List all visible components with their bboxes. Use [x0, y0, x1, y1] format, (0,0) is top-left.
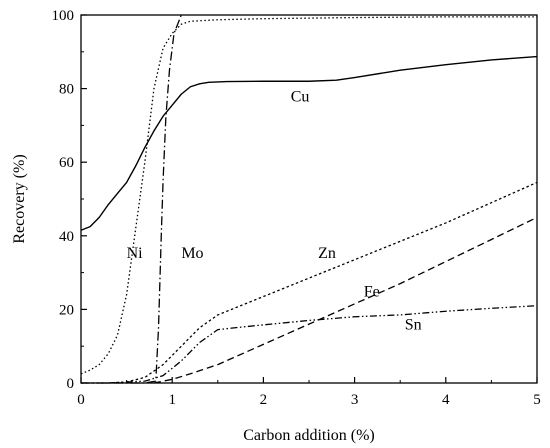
series-line-ni — [80, 16, 537, 375]
plot-frame — [80, 14, 538, 384]
series-label-cu: Cu — [291, 88, 310, 105]
x-axis-ticks: 0 1 2 3 4 5 — [77, 377, 541, 408]
series-label-ni: Ni — [127, 245, 144, 262]
series-line-sn — [108, 305, 538, 384]
y-tick-label: 20 — [59, 302, 74, 318]
y-tick-label: 40 — [59, 229, 74, 245]
x-tick-label: 5 — [533, 392, 541, 408]
series-labels: Cu Ni Mo Zn Fe Sn — [127, 88, 422, 333]
y-tick-label: 60 — [59, 155, 74, 171]
y-tick-label: 0 — [67, 376, 75, 392]
series-line-zn — [81, 181, 538, 384]
x-tick-label: 2 — [260, 392, 268, 408]
series-line-cu — [80, 55, 538, 231]
series-label-sn: Sn — [405, 317, 422, 334]
series-label-zn: Zn — [318, 245, 336, 262]
series-label-mo: Mo — [181, 245, 203, 262]
y-axis-ticks: 0 20 40 60 80 100 — [52, 8, 87, 392]
x-tick-label: 4 — [442, 392, 450, 408]
x-tick-label: 3 — [351, 392, 359, 408]
x-tick-label: 1 — [168, 392, 176, 408]
y-tick-label: 100 — [52, 8, 75, 24]
y-axis-label: Recovery (%) — [11, 154, 28, 243]
series-line-fe — [153, 216, 538, 384]
series-lines — [80, 14, 538, 384]
series-line-mo — [81, 14, 182, 384]
series-label-fe: Fe — [364, 284, 380, 301]
x-tick-label: 0 — [77, 392, 85, 408]
y-tick-label: 80 — [59, 82, 74, 98]
x-axis-label: Carbon addition (%) — [243, 427, 375, 444]
